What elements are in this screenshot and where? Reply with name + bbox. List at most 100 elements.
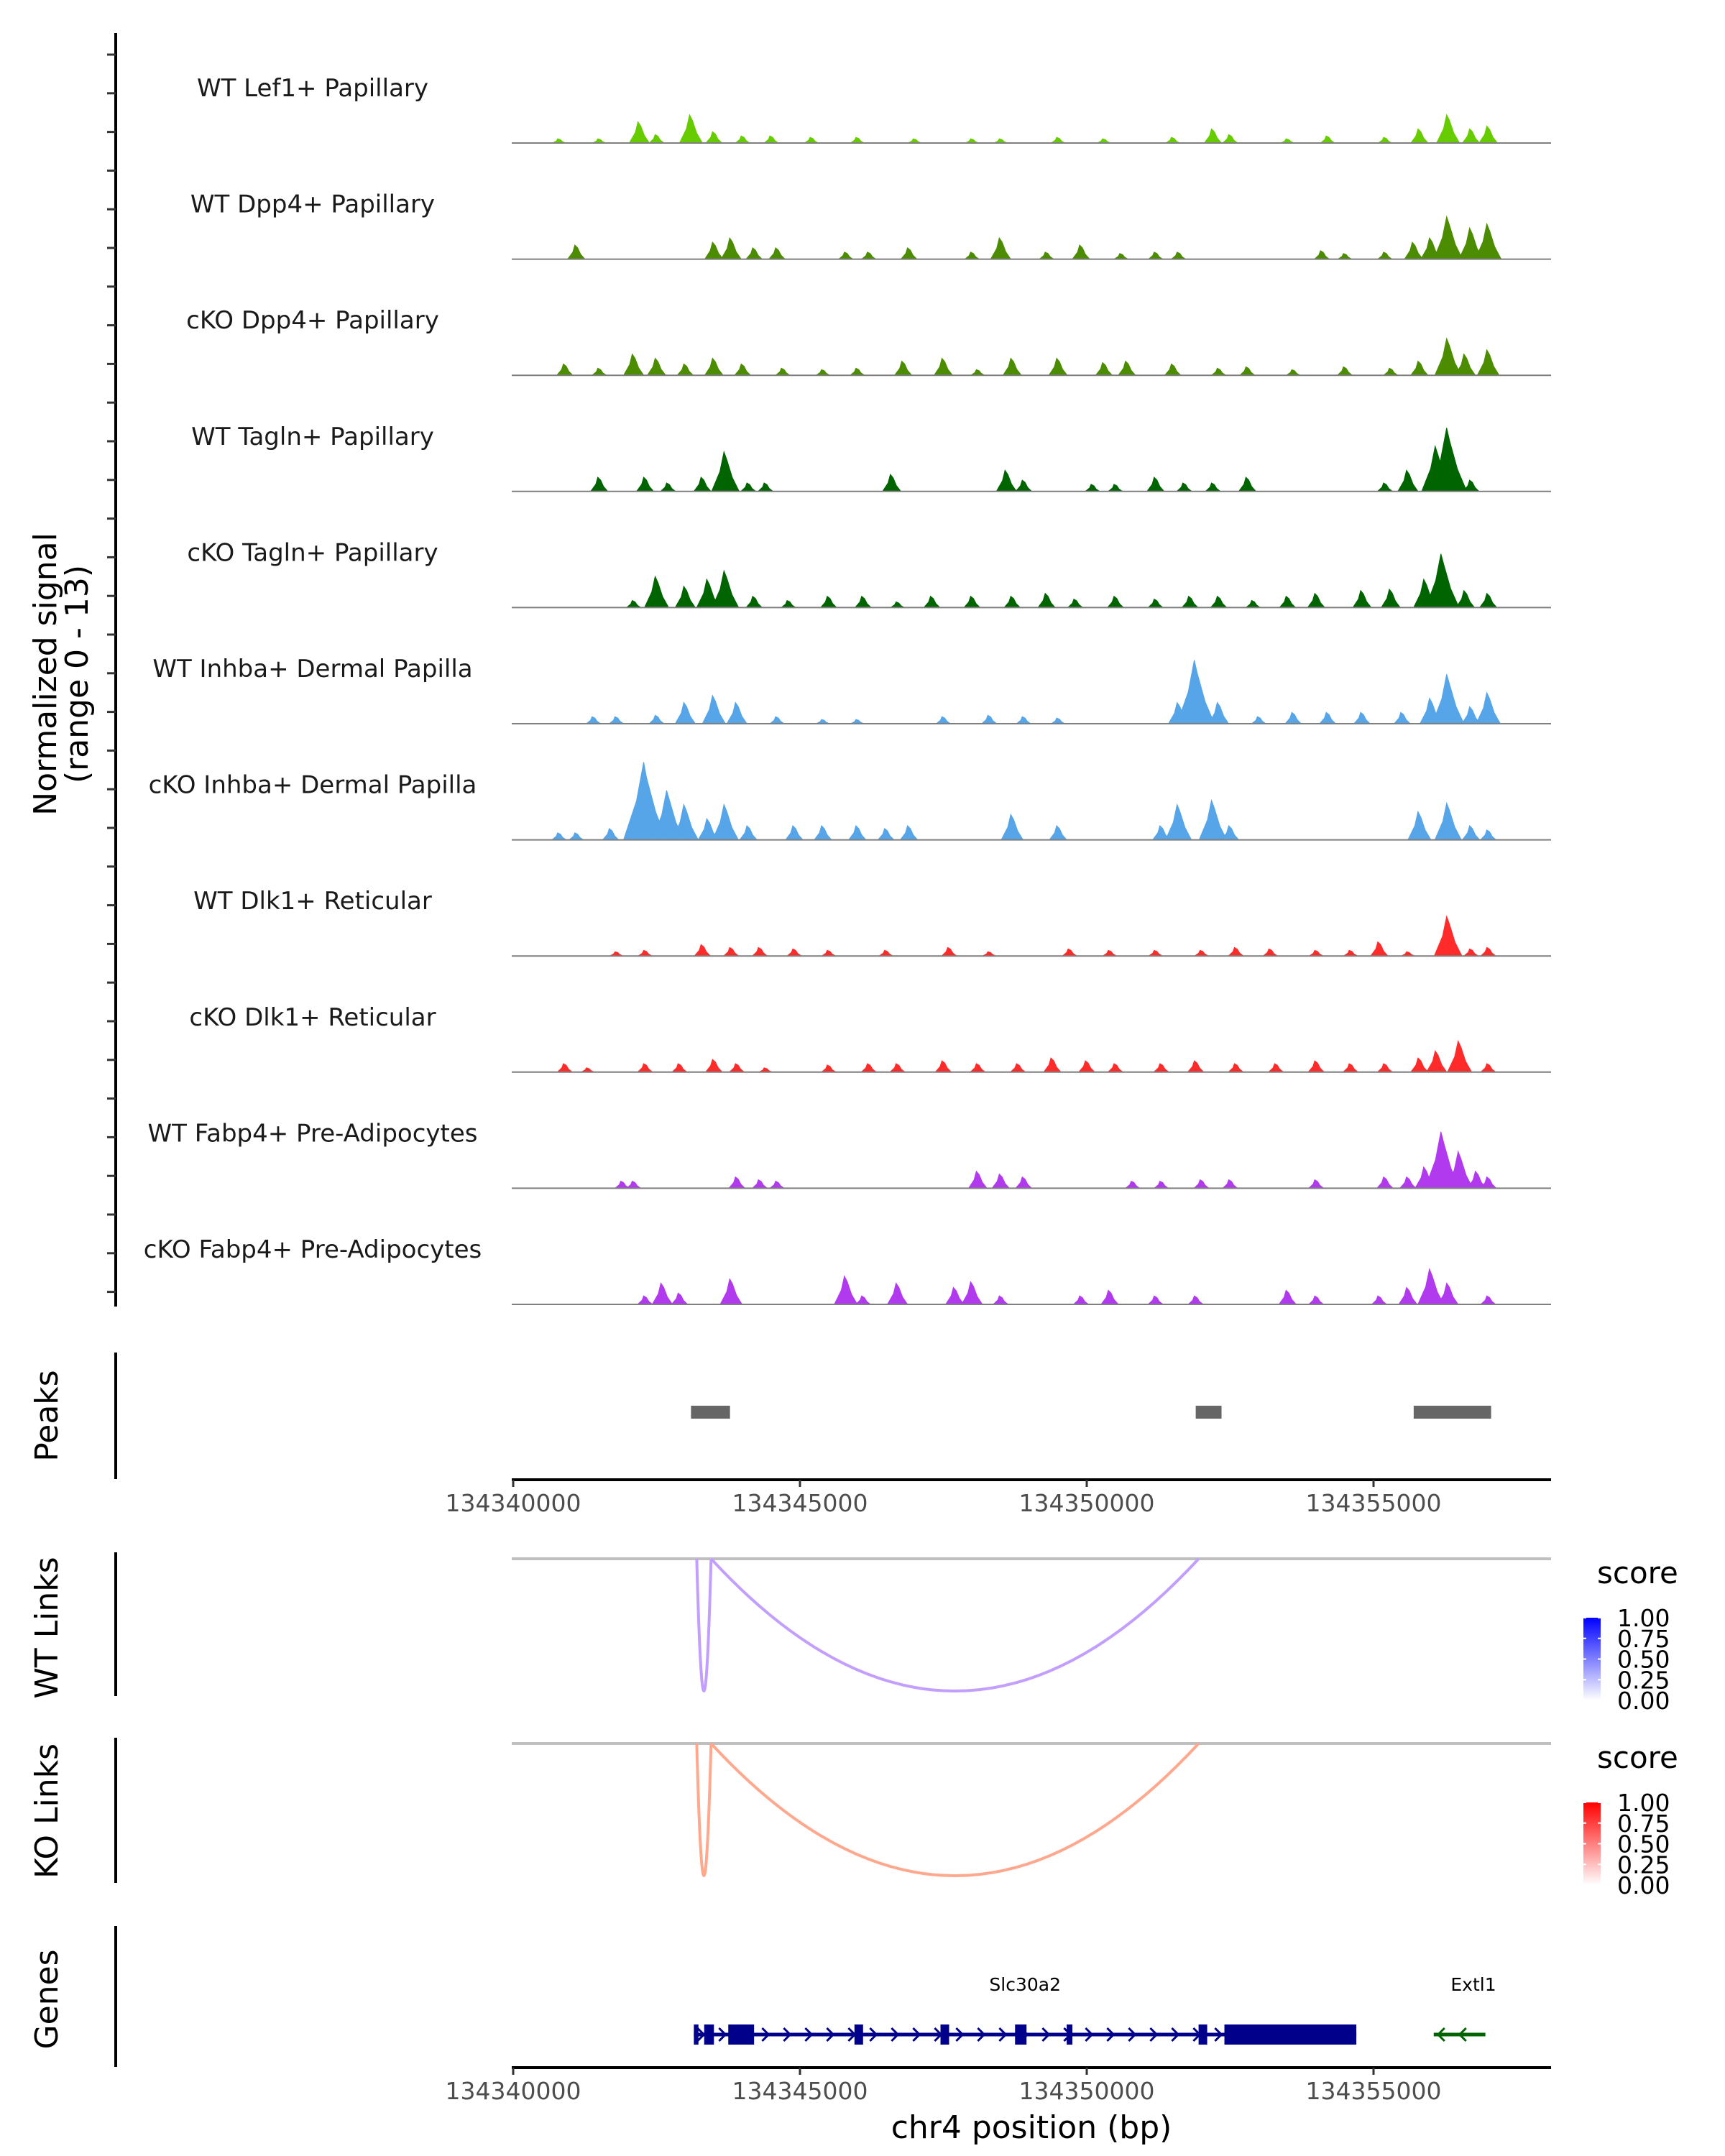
ko-links-panel: KO Links xyxy=(29,1738,1551,1883)
x-tick-label: 134355000 xyxy=(1306,1489,1442,1517)
x-tick-label: 134345000 xyxy=(732,2077,868,2105)
wt-score-legend: score 1.000.750.500.250.00 xyxy=(1583,1555,1678,1715)
track-label: WT Fabp4+ Pre-Adipocytes xyxy=(148,1119,478,1148)
gene-exon xyxy=(704,2024,714,2045)
strand-arrow-icon xyxy=(1436,2027,1445,2042)
gene-exon xyxy=(728,2024,755,2045)
track-label: cKO Dpp4+ Papillary xyxy=(186,306,439,335)
coverage-track: cKO Dlk1+ Reticular xyxy=(189,1003,1551,1073)
x-tick-label: 134345000 xyxy=(732,1489,868,1517)
coverage-track: cKO Tagln+ Papillary xyxy=(187,538,1551,609)
track-label: cKO Fabp4+ Pre-Adipocytes xyxy=(144,1235,482,1264)
gene-exon xyxy=(1224,2024,1357,2045)
legend-tick-label: 0.75 xyxy=(1617,1810,1670,1838)
x-tick-label: 134350000 xyxy=(1019,2077,1155,2105)
coverage-track: cKO Dpp4+ Papillary xyxy=(186,306,1551,377)
coverage-ylabel-line2: (range 0 - 13) xyxy=(59,565,96,783)
coverage-tracks: WT Lef1+ Papillary WT Dpp4+ Papillary cKO … xyxy=(144,74,1551,1305)
gene-label: Extl1 xyxy=(1450,1974,1496,1995)
gene-exon xyxy=(1015,2024,1027,2045)
legend-title: score xyxy=(1597,1740,1678,1775)
strand-arrow-icon xyxy=(891,2027,900,2042)
track-label: WT Lef1+ Papillary xyxy=(197,74,428,103)
strand-arrow-icon xyxy=(804,2027,814,2042)
coverage-area xyxy=(512,660,1551,724)
coverage-area xyxy=(512,1131,1551,1189)
strand-arrow-icon xyxy=(1214,2027,1223,2042)
strand-arrow-icon xyxy=(696,2027,706,2042)
track-label: WT Dlk1+ Reticular xyxy=(193,887,432,916)
coverage-track: WT Dlk1+ Reticular xyxy=(193,887,1551,957)
ko-links-label: KO Links xyxy=(29,1743,65,1879)
strand-arrow-icon xyxy=(783,2027,792,2042)
strand-arrow-icon xyxy=(761,2027,770,2042)
ko-score-legend: score 1.000.750.500.250.00 xyxy=(1583,1740,1678,1899)
gene-exon xyxy=(694,2024,699,2045)
coverage-track: WT Inhba+ Dermal Papilla xyxy=(152,655,1551,724)
coverage-area xyxy=(512,762,1551,841)
peaks-label: Peaks xyxy=(29,1370,65,1461)
gene-exon xyxy=(854,2024,863,2045)
strand-arrow-icon xyxy=(912,2027,921,2042)
x-tick-label: 134355000 xyxy=(1306,2077,1442,2105)
link-arc xyxy=(709,1557,1200,1692)
track-label: cKO Tagln+ Papillary xyxy=(187,538,438,567)
strand-arrow-icon xyxy=(1041,2027,1051,2042)
link-arc xyxy=(695,1743,713,1877)
coverage-area xyxy=(512,428,1551,492)
strand-arrow-icon xyxy=(1106,2027,1116,2042)
wt-links-label: WT Links xyxy=(29,1557,65,1698)
strand-arrow-icon xyxy=(1085,2027,1094,2042)
gene-exon xyxy=(1198,2024,1208,2045)
strand-arrow-icon xyxy=(718,2027,727,2042)
coverage-track: WT Tagln+ Papillary xyxy=(191,423,1551,492)
coverage-track: WT Lef1+ Papillary xyxy=(197,74,1551,144)
gene-label: Slc30a2 xyxy=(989,1974,1061,1995)
legend-tick-label: 1.00 xyxy=(1617,1604,1670,1632)
coverage-area xyxy=(512,1268,1551,1305)
legend-tick-label: 1.00 xyxy=(1617,1789,1670,1817)
gene: Slc30a2 xyxy=(694,1974,1357,2045)
legend-tick-label: 0.25 xyxy=(1617,1851,1670,1879)
x-tick-label: 134340000 xyxy=(446,1489,581,1517)
strand-arrow-icon xyxy=(826,2027,835,2042)
coverage-track: WT Dpp4+ Papillary xyxy=(190,190,1551,260)
peak-region xyxy=(1413,1406,1491,1419)
strand-arrow-icon xyxy=(1149,2027,1159,2042)
link-arc xyxy=(695,1558,713,1692)
coverage-area xyxy=(512,553,1551,608)
x-axis-genes: 134340000 134345000 134350000 134355000 xyxy=(446,2066,1551,2105)
strand-arrow-icon xyxy=(1128,2027,1137,2042)
x-tick-label: 134340000 xyxy=(446,2077,581,2105)
coverage-track: WT Fabp4+ Pre-Adipocytes xyxy=(148,1119,1551,1189)
coverage-ylabel-line1: Normalized signal xyxy=(27,533,64,816)
legend-tick-label: 0.25 xyxy=(1617,1666,1670,1694)
x-tick-label: 134350000 xyxy=(1019,1489,1155,1517)
x-axis-title: chr4 position (bp) xyxy=(891,2109,1172,2146)
legend-tick-label: 0.75 xyxy=(1617,1625,1670,1653)
strand-arrow-icon xyxy=(998,2027,1008,2042)
strand-arrow-icon xyxy=(1458,2027,1467,2042)
legend-tick-label: 0.00 xyxy=(1617,1871,1670,1899)
peak-region xyxy=(1195,1406,1222,1419)
peaks-panel: Peaks xyxy=(29,1353,1491,1479)
track-label: WT Tagln+ Papillary xyxy=(191,423,434,451)
gene-models: Slc30a2 Extl1 xyxy=(694,1974,1496,2045)
track-label: cKO Dlk1+ Reticular xyxy=(189,1003,436,1032)
coverage-y-axis xyxy=(107,33,117,1307)
peak-region xyxy=(691,1406,730,1419)
x-axis-peaks: 134340000 134345000 134350000 134355000 xyxy=(446,1478,1551,1517)
strand-arrow-icon xyxy=(1171,2027,1180,2042)
coverage-track: cKO Inhba+ Dermal Papilla xyxy=(149,762,1551,841)
track-label: cKO Inhba+ Dermal Papilla xyxy=(149,771,477,800)
wt-links-panel: WT Links xyxy=(29,1552,1551,1699)
legend-title: score xyxy=(1597,1555,1678,1590)
gene-exon xyxy=(940,2024,949,2045)
gene-exon xyxy=(1067,2024,1073,2045)
coverage-area xyxy=(512,337,1551,376)
track-label: WT Inhba+ Dermal Papilla xyxy=(152,655,472,683)
legend-tick-label: 0.50 xyxy=(1617,1646,1670,1674)
strand-arrow-icon xyxy=(869,2027,878,2042)
gene: Extl1 xyxy=(1433,1974,1496,2042)
strand-arrow-icon xyxy=(955,2027,965,2042)
